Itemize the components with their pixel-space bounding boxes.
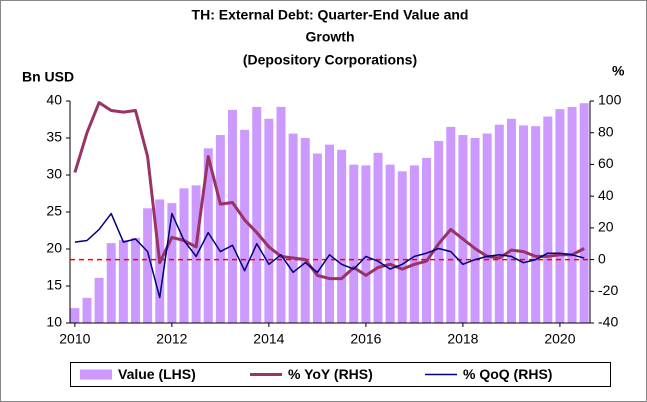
bar <box>179 188 189 323</box>
legend-swatch <box>80 369 112 380</box>
y2-tick-label: 20 <box>598 219 614 235</box>
bar <box>143 208 153 323</box>
y2-tick-label: 80 <box>598 123 614 139</box>
bar <box>506 118 516 323</box>
y-tick-label: 40 <box>46 92 62 108</box>
y-axis-label: Bn USD <box>22 69 74 85</box>
bar <box>228 109 237 323</box>
bar <box>106 243 116 323</box>
bar <box>494 124 504 324</box>
bar <box>167 203 177 323</box>
y2-tick-label: -40 <box>598 314 618 330</box>
bar <box>337 149 347 323</box>
y-tick-label: 35 <box>46 129 62 145</box>
bar <box>118 240 128 323</box>
y2-tick-label: 40 <box>598 187 614 203</box>
bar <box>130 237 140 323</box>
y2-tick-label: 100 <box>598 92 622 108</box>
bar <box>252 106 262 323</box>
bar <box>373 152 383 323</box>
y2-tick-label: -20 <box>598 282 618 298</box>
bar <box>458 135 468 323</box>
bar <box>531 126 541 323</box>
bar <box>288 133 298 323</box>
x-tick-label: 2010 <box>59 331 90 347</box>
bar <box>191 185 201 323</box>
bar <box>70 308 80 323</box>
chart-title: TH: External Debt: Quarter-End Value and <box>192 7 469 23</box>
y2-tick-label: 0 <box>598 250 606 266</box>
legend-label: Value (LHS) <box>118 366 196 382</box>
bar <box>264 118 274 323</box>
bar <box>349 164 359 323</box>
bar <box>276 106 286 323</box>
bar <box>385 164 395 323</box>
bar <box>94 277 104 323</box>
x-tick-label: 2012 <box>156 331 187 347</box>
bar <box>470 138 480 323</box>
legend-label: % YoY (RHS) <box>288 366 373 382</box>
x-tick-label: 2014 <box>253 331 284 347</box>
bar <box>434 140 444 323</box>
x-tick-label: 2020 <box>544 331 575 347</box>
chart-title: (Depository Corporations) <box>243 52 417 68</box>
bar <box>543 116 553 323</box>
bar <box>215 135 225 323</box>
bar <box>519 125 529 323</box>
legend-label: % QoQ (RHS) <box>463 366 552 382</box>
chart-title: Growth <box>306 29 355 45</box>
bar <box>240 129 250 323</box>
y-tick-label: 10 <box>46 314 62 330</box>
bar <box>446 126 456 324</box>
bar <box>482 133 492 323</box>
bar <box>361 165 371 323</box>
bar <box>397 171 407 323</box>
y-tick-label: 25 <box>46 203 62 219</box>
y2-axis-label: % <box>612 63 625 79</box>
bar <box>555 109 565 323</box>
bar <box>312 153 322 323</box>
bar <box>567 106 577 323</box>
x-tick-label: 2018 <box>447 331 478 347</box>
bar <box>300 138 310 323</box>
bar <box>203 148 213 323</box>
y-tick-label: 20 <box>46 240 62 256</box>
bar <box>325 144 335 323</box>
bar <box>409 165 419 323</box>
y-tick-label: 30 <box>46 166 62 182</box>
bar <box>422 157 432 323</box>
bar <box>82 297 92 323</box>
line-series <box>74 212 585 299</box>
legend <box>70 362 611 387</box>
x-tick-label: 2016 <box>350 331 381 347</box>
bar <box>579 103 589 323</box>
y-tick-label: 15 <box>46 277 62 293</box>
y2-tick-label: 60 <box>598 155 614 171</box>
line-series <box>73 101 585 281</box>
